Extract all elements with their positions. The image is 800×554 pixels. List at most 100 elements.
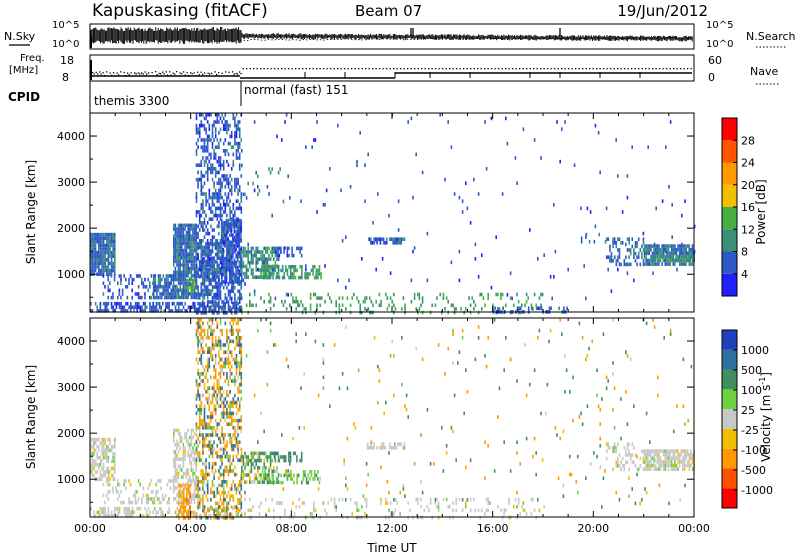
heatmap-cell	[198, 375, 201, 380]
heatmap-cell	[115, 486, 117, 490]
heatmap-cell	[228, 222, 231, 227]
heatmap-cell	[114, 258, 116, 262]
heatmap-cell	[216, 249, 219, 253]
heatmap-cell	[642, 262, 645, 267]
heatmap-cell	[210, 346, 212, 351]
heatmap-cell	[662, 244, 665, 248]
heatmap-cell	[107, 274, 109, 278]
heatmap-cell	[94, 261, 97, 266]
heatmap-cell	[214, 174, 217, 178]
heatmap-cell	[664, 262, 667, 266]
heatmap-cell	[91, 459, 94, 463]
heatmap-cell	[202, 192, 204, 196]
heatmap-cell	[109, 250, 111, 255]
heatmap-cell	[194, 309, 196, 313]
heatmap-cell	[110, 510, 113, 515]
freq-sample	[344, 68, 346, 70]
heatmap-cell	[206, 231, 209, 236]
heatmap-cell	[210, 282, 212, 286]
heatmap-cell	[224, 411, 227, 416]
heatmap-cell	[297, 275, 300, 280]
heatmap-cell	[214, 275, 217, 279]
heatmap-cell	[224, 465, 227, 470]
heatmap-cell	[211, 397, 214, 401]
heatmap-cell	[195, 264, 198, 268]
heatmap-cell	[238, 390, 241, 394]
heatmap-cell	[128, 510, 130, 515]
heatmap-cell	[198, 480, 201, 484]
heatmap-cell	[250, 261, 253, 265]
heatmap-cell	[229, 309, 231, 313]
heatmap-cell	[156, 285, 158, 289]
heatmap-cell	[216, 303, 219, 308]
heatmap-cell	[222, 516, 225, 520]
heatmap-cell	[208, 364, 211, 369]
heatmap-cell	[177, 288, 180, 292]
heatmap-cell	[181, 295, 183, 300]
heatmap-cell	[618, 251, 621, 256]
heatmap-cell	[99, 473, 102, 478]
heatmap-cell	[187, 270, 189, 274]
heatmap-cell	[106, 470, 108, 474]
heatmap-cell	[112, 268, 114, 273]
heatmap-cell	[662, 251, 665, 256]
heatmap-cell	[174, 292, 177, 296]
heatmap-cell	[553, 275, 555, 279]
heatmap-cell	[182, 475, 185, 479]
heatmap-cell	[242, 271, 245, 276]
heatmap-cell	[123, 500, 125, 505]
heatmap-cell	[184, 457, 186, 461]
heatmap-cell	[232, 163, 235, 167]
heatmap-cell	[90, 466, 92, 471]
heatmap-cell	[213, 490, 215, 495]
heatmap-cell	[269, 299, 272, 304]
heatmap-cell	[192, 468, 194, 472]
heatmap-cell	[230, 339, 233, 344]
heatmap-cell	[146, 510, 148, 515]
heatmap-cell	[184, 486, 186, 490]
heatmap-cell	[202, 300, 204, 304]
heatmap-cell	[628, 248, 630, 252]
heatmap-cell	[276, 250, 278, 254]
freq-sample	[291, 68, 293, 70]
freq-label: Freq.	[20, 53, 45, 64]
heatmap-cell	[173, 464, 175, 469]
heatmap-cell	[222, 494, 225, 498]
heatmap-cell	[133, 277, 135, 282]
heatmap-cell	[189, 281, 191, 285]
heatmap-cell	[221, 426, 223, 430]
heatmap-cell	[643, 247, 646, 252]
heatmap-cell	[104, 510, 106, 515]
freq-sample	[550, 68, 552, 70]
heatmap-cell	[234, 134, 236, 139]
heatmap-cell	[211, 242, 214, 247]
heatmap-cell	[367, 152, 369, 157]
heatmap-cell	[101, 473, 103, 478]
heatmap-cell	[174, 227, 177, 231]
heatmap-cell	[106, 236, 108, 240]
heatmap-cell	[245, 271, 248, 276]
freq-sample	[435, 68, 437, 70]
heatmap-cell	[185, 435, 188, 440]
heatmap-cell	[110, 250, 113, 255]
colorbar-tick-label: 20	[741, 179, 755, 192]
heatmap-cell	[216, 451, 219, 455]
heatmap-cell	[674, 262, 676, 266]
heatmap-cell	[206, 253, 209, 257]
heatmap-cell	[316, 303, 318, 308]
heatmap-cell	[106, 445, 108, 449]
heatmap-cell	[665, 145, 667, 149]
heatmap-cell	[232, 265, 234, 270]
heatmap-cell	[262, 275, 265, 280]
heatmap-cell	[176, 284, 178, 289]
heatmap-cell	[210, 289, 212, 293]
heatmap-cell	[160, 500, 162, 505]
freq-sample	[128, 74, 130, 76]
heatmap-cell	[224, 177, 227, 182]
heatmap-cell	[184, 223, 186, 228]
heatmap-cell	[163, 309, 166, 313]
heatmap-cell	[203, 480, 206, 484]
heatmap-cell	[266, 246, 269, 251]
heatmap-cell	[177, 457, 180, 461]
